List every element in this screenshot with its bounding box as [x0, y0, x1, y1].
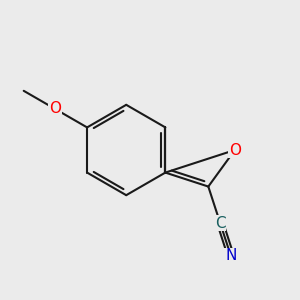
Text: N: N	[225, 248, 236, 263]
Text: C: C	[215, 216, 226, 231]
Text: O: O	[229, 142, 241, 158]
Text: O: O	[49, 101, 61, 116]
